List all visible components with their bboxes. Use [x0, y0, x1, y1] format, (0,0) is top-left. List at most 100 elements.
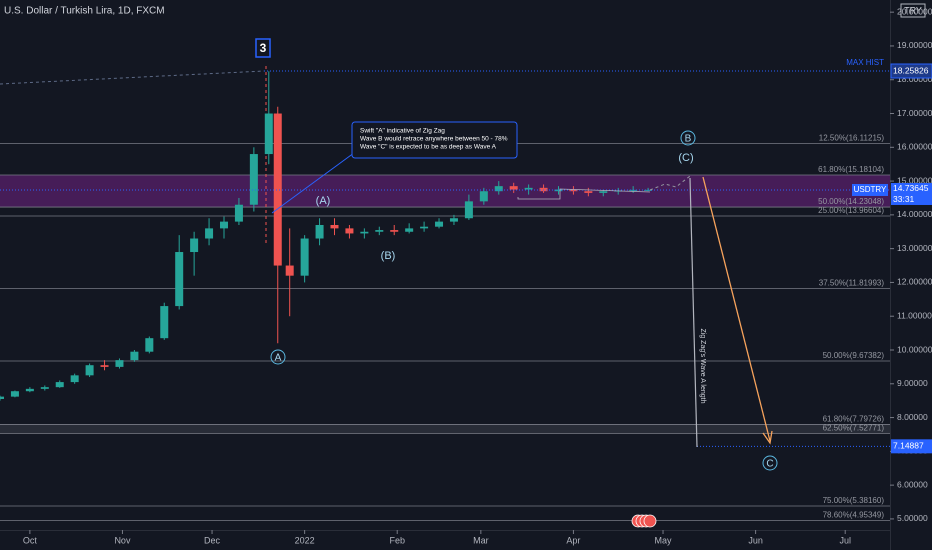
- wave-c-arrow: [702, 176, 771, 442]
- y-tick-label: 8.00000: [897, 412, 928, 422]
- y-tick-label: 16.00000: [897, 142, 932, 152]
- wave-length-line: [689, 177, 698, 448]
- fib-label: 37.50%(11.81993): [819, 279, 885, 288]
- y-tick-label: 13.00000: [897, 243, 932, 253]
- y-tick-label: 17.00000: [897, 108, 932, 118]
- candle-body: [405, 228, 414, 232]
- wave-circle: [270, 349, 286, 365]
- consolidation: [517, 188, 651, 200]
- price-label: 7.14887: [893, 441, 924, 451]
- candle-body: [345, 228, 354, 234]
- candle-body: [190, 238, 199, 253]
- note-box: [351, 121, 518, 159]
- wave-label: (C): [678, 152, 693, 164]
- callout-line: [271, 149, 359, 214]
- x-tick-label: Feb: [389, 535, 405, 545]
- y-tick-label: 20.00000: [897, 6, 932, 16]
- wave-circle: [762, 455, 778, 471]
- currency-box: [900, 3, 926, 18]
- candle-body: [435, 221, 444, 227]
- y-tick-label: 5.00000: [897, 513, 928, 523]
- fib-label: 25.00%(13.96604): [818, 206, 884, 215]
- symbol-label: USDTRY: [854, 185, 887, 194]
- candle-body: [205, 228, 214, 239]
- price-label: 14.73645: [893, 183, 929, 193]
- symbol-box: [852, 183, 888, 196]
- y-tick-label: 10.00000: [897, 344, 932, 354]
- candle-body: [85, 365, 94, 376]
- candle-body: [300, 238, 309, 276]
- x-tick-label: Oct: [23, 535, 38, 545]
- y-tick-label: 18.00000: [897, 74, 932, 84]
- y-tick-label: 12.00000: [897, 277, 932, 287]
- currency: TRY: [904, 5, 922, 15]
- candle-body: [524, 187, 533, 190]
- candle-body: [330, 225, 339, 229]
- x-tick-label: Jul: [839, 535, 851, 545]
- wave-circle: [680, 130, 696, 146]
- y-tick-label: 11.00000: [897, 310, 932, 320]
- candle-body: [360, 231, 369, 234]
- x-tick-label: May: [655, 535, 673, 545]
- candle-body: [449, 218, 458, 222]
- x-tick-label: Mar: [473, 535, 489, 545]
- x-tick-label: Jun: [748, 535, 763, 545]
- price-box: [891, 439, 932, 454]
- candle-body: [10, 391, 19, 397]
- candle-body: [375, 230, 384, 232]
- candle-body: [464, 201, 473, 219]
- x-tick-label: Apr: [566, 535, 580, 545]
- x-tick-label: 2022: [295, 535, 315, 545]
- max-hist-label: MAX HIST: [846, 58, 884, 67]
- fib-zone: [0, 424, 890, 434]
- fib-label: 75.00%(5.38160): [823, 496, 885, 505]
- candle-body: [273, 113, 282, 266]
- trend-line: [0, 70, 265, 85]
- projection: [649, 175, 691, 191]
- candle-body: [234, 204, 243, 222]
- fib-label: 78.60%(4.95349): [823, 511, 885, 520]
- countdown: 33:31: [893, 194, 915, 204]
- price-box: [890, 63, 932, 79]
- candle-body: [100, 365, 109, 367]
- candle-body: [264, 113, 273, 155]
- fib-label: 50.00%(14.23048): [818, 197, 884, 206]
- fib-label: 12.50%(16.11215): [819, 134, 885, 143]
- candle-body: [25, 388, 34, 392]
- fib-label: 50.00%(9.67382): [823, 351, 885, 360]
- wave-label: B: [685, 134, 692, 145]
- price-label: 18.25826: [893, 65, 929, 75]
- candle-body: [420, 226, 429, 229]
- candle-body: [390, 230, 399, 232]
- candle-body: [130, 351, 139, 361]
- fib-label: 61.80%(15.18104): [818, 165, 884, 174]
- x-tick-label: Dec: [204, 535, 221, 545]
- wave-label: A: [275, 353, 282, 364]
- toolbar-icon: [643, 514, 657, 528]
- y-tick-label: 15.00000: [897, 175, 932, 185]
- candle-body: [599, 191, 608, 193]
- candle-body: [285, 265, 294, 276]
- price-box: [891, 182, 932, 205]
- wave-label: C: [766, 459, 773, 470]
- zigzag-label: Zig Zag's Wave A length: [699, 328, 706, 403]
- y-tick-label: 14.00000: [897, 209, 932, 219]
- y-tick-label: 6.00000: [897, 479, 928, 489]
- candle-body: [70, 375, 79, 383]
- chart-title: U.S. Dollar / Turkish Lira, 1D, FXCM: [4, 6, 165, 17]
- candle-body: [584, 191, 593, 193]
- candle-body: [175, 252, 184, 307]
- fib-label: 62.50%(7.52771): [823, 424, 885, 433]
- arrow-head: [762, 430, 773, 445]
- wave-label: 3: [260, 41, 267, 55]
- wave-label: (B): [381, 250, 396, 262]
- candle-body: [315, 225, 324, 239]
- fib-label: 61.80%(7.79726): [823, 415, 885, 424]
- candle-body: [0, 396, 4, 399]
- wave-3-box: [255, 38, 271, 58]
- candle-body: [40, 387, 49, 389]
- candle-body: [479, 191, 488, 202]
- fib-zone: [0, 174, 890, 208]
